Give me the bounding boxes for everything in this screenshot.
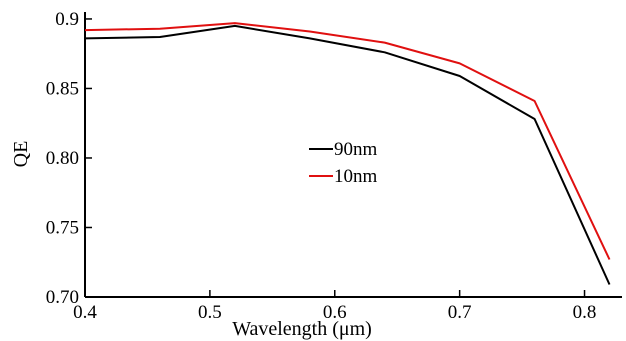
- y-axis-label: QE: [10, 141, 32, 168]
- series-line-90nm: [84, 24, 611, 285]
- y-tick-label: 0.9: [55, 9, 79, 30]
- series-lines: [84, 22, 611, 285]
- y-tick-label: 0.80: [46, 148, 79, 169]
- x-tick-label: 0.6: [323, 302, 347, 323]
- x-tick-label: 0.5: [198, 302, 222, 323]
- tick-marks: [84, 18, 586, 298]
- tick-labels: 0.4 0.5 0.6 0.7 0.8 0.70 0.75 0.80 0.85 0.9: [46, 9, 597, 323]
- legend-label-90nm: 90nm: [334, 139, 378, 160]
- x-tick-label: 0.7: [448, 302, 472, 323]
- legend-label-10nm: 10nm: [334, 166, 378, 187]
- series-line-10nm: [84, 22, 611, 260]
- y-tick-label: 0.85: [46, 78, 79, 99]
- legend: 90nm 10nm: [309, 139, 378, 187]
- plot-axes: [84, 12, 622, 298]
- y-tick-label: 0.75: [46, 217, 79, 238]
- x-tick-label: 0.8: [573, 302, 597, 323]
- y-tick-label: 0.70: [46, 287, 79, 308]
- x-axis-label: Wavelength (μm): [232, 318, 372, 340]
- x-tick-label: 0.4: [73, 302, 97, 323]
